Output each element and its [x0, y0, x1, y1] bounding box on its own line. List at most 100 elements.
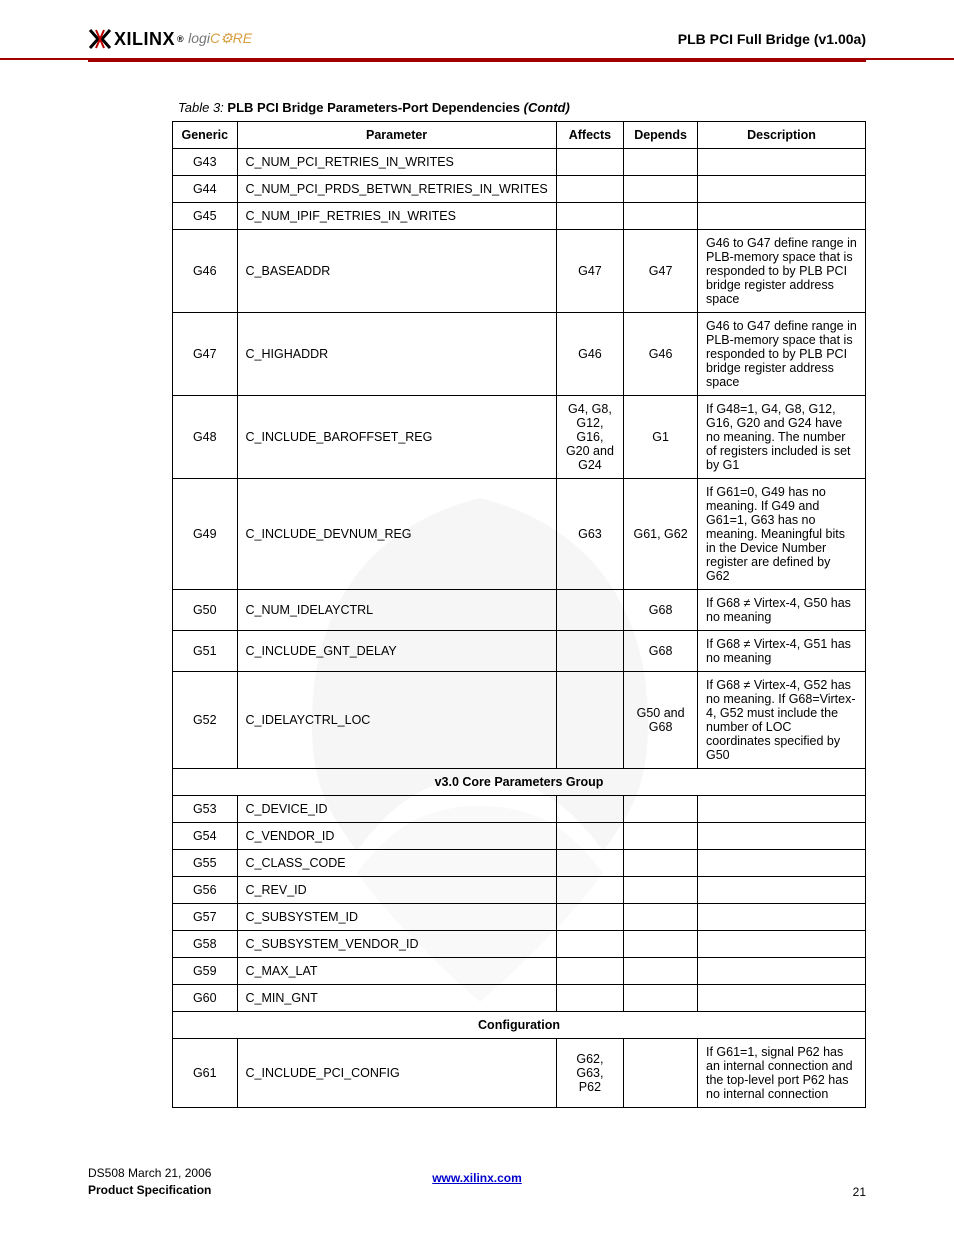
cell-affects — [556, 631, 624, 672]
cell-description — [698, 203, 866, 230]
table-row: G51C_INCLUDE_GNT_DELAYG68If G68 ≠ Virtex… — [173, 631, 866, 672]
col-affects: Affects — [556, 122, 624, 149]
cell-parameter: C_CLASS_CODE — [237, 850, 556, 877]
cell-affects: G63 — [556, 479, 624, 590]
logo-reg: ® — [177, 34, 184, 44]
xilinx-link[interactable]: www.xilinx.com — [432, 1171, 522, 1185]
footer-left: DS508 March 21, 2006 Product Specificati… — [88, 1165, 211, 1199]
cell-parameter: C_INCLUDE_DEVNUM_REG — [237, 479, 556, 590]
logo-subbrand: logiC⚙RE — [188, 30, 252, 48]
cell-generic: G49 — [173, 479, 238, 590]
col-depends: Depends — [624, 122, 698, 149]
cell-generic: G54 — [173, 823, 238, 850]
cell-parameter: C_REV_ID — [237, 877, 556, 904]
cell-description — [698, 985, 866, 1012]
table-row: Configuration — [173, 1012, 866, 1039]
cell-description: If G61=0, G49 has no meaning. If G49 and… — [698, 479, 866, 590]
cell-description — [698, 149, 866, 176]
cell-parameter: C_NUM_IPIF_RETRIES_IN_WRITES — [237, 203, 556, 230]
table-row: G54C_VENDOR_ID — [173, 823, 866, 850]
cell-generic: G55 — [173, 850, 238, 877]
cell-description — [698, 904, 866, 931]
col-generic: Generic — [173, 122, 238, 149]
cell-description — [698, 877, 866, 904]
cell-affects — [556, 850, 624, 877]
logo-logi: logi — [188, 30, 210, 46]
cell-description — [698, 823, 866, 850]
logo-text: XILINX — [114, 29, 175, 50]
cell-parameter: C_HIGHADDR — [237, 313, 556, 396]
cell-affects — [556, 796, 624, 823]
footer-center: www.xilinx.com — [432, 1171, 522, 1185]
cell-depends: G68 — [624, 631, 698, 672]
cell-depends — [624, 1039, 698, 1108]
cell-description — [698, 931, 866, 958]
table-row: v3.0 Core Parameters Group — [173, 769, 866, 796]
table-row: G59C_MAX_LAT — [173, 958, 866, 985]
cell-depends: G47 — [624, 230, 698, 313]
cell-generic: G48 — [173, 396, 238, 479]
table-row: G55C_CLASS_CODE — [173, 850, 866, 877]
cell-parameter: C_NUM_PCI_PRDS_BETWN_RETRIES_IN_WRITES — [237, 176, 556, 203]
caption-title: PLB PCI Bridge Parameters-Port Dependenc… — [227, 100, 520, 115]
cell-description: If G68 ≠ Virtex-4, G52 has no meaning. I… — [698, 672, 866, 769]
cell-affects — [556, 203, 624, 230]
cell-parameter: C_BASEADDR — [237, 230, 556, 313]
table-row: G60C_MIN_GNT — [173, 985, 866, 1012]
cell-depends — [624, 877, 698, 904]
cell-parameter: C_DEVICE_ID — [237, 796, 556, 823]
cell-affects: G47 — [556, 230, 624, 313]
table-row: G56C_REV_ID — [173, 877, 866, 904]
cell-affects — [556, 823, 624, 850]
cell-generic: G60 — [173, 985, 238, 1012]
cell-depends — [624, 203, 698, 230]
cell-parameter: C_SUBSYSTEM_VENDOR_ID — [237, 931, 556, 958]
page-content: Table 3: PLB PCI Bridge Parameters-Port … — [0, 62, 954, 1108]
page-number: 21 — [853, 1185, 866, 1199]
table-row: G46C_BASEADDRG47G47G46 to G47 define ran… — [173, 230, 866, 313]
logo-core: C⚙RE — [210, 30, 252, 46]
cell-parameter: C_INCLUDE_GNT_DELAY — [237, 631, 556, 672]
table-header: Generic Parameter Affects Depends Descri… — [173, 122, 866, 149]
table-row: G45C_NUM_IPIF_RETRIES_IN_WRITES — [173, 203, 866, 230]
cell-depends: G46 — [624, 313, 698, 396]
cell-depends — [624, 904, 698, 931]
cell-description: If G61=1, signal P62 has an internal con… — [698, 1039, 866, 1108]
page-footer: DS508 March 21, 2006 Product Specificati… — [88, 1165, 866, 1199]
cell-parameter: C_NUM_PCI_RETRIES_IN_WRITES — [237, 149, 556, 176]
cell-description: If G48=1, G4, G8, G12, G16, G20 and G24 … — [698, 396, 866, 479]
group-header-cell: Configuration — [173, 1012, 866, 1039]
table-row: G58C_SUBSYSTEM_VENDOR_ID — [173, 931, 866, 958]
cell-parameter: C_VENDOR_ID — [237, 823, 556, 850]
cell-affects — [556, 985, 624, 1012]
cell-depends — [624, 850, 698, 877]
cell-generic: G50 — [173, 590, 238, 631]
cell-affects — [556, 958, 624, 985]
cell-generic: G59 — [173, 958, 238, 985]
cell-depends — [624, 958, 698, 985]
cell-parameter: C_INCLUDE_BAROFFSET_REG — [237, 396, 556, 479]
caption-contd: (Contd) — [524, 100, 570, 115]
cell-parameter: C_MAX_LAT — [237, 958, 556, 985]
cell-generic: G47 — [173, 313, 238, 396]
cell-depends: G61, G62 — [624, 479, 698, 590]
cell-affects — [556, 904, 624, 931]
parameters-table: Generic Parameter Affects Depends Descri… — [172, 121, 866, 1108]
cell-generic: G44 — [173, 176, 238, 203]
group-header-cell: v3.0 Core Parameters Group — [173, 769, 866, 796]
cell-description: G46 to G47 define range in PLB-memory sp… — [698, 313, 866, 396]
cell-affects: G62, G63, P62 — [556, 1039, 624, 1108]
table-caption: Table 3: PLB PCI Bridge Parameters-Port … — [178, 100, 866, 115]
cell-parameter: C_SUBSYSTEM_ID — [237, 904, 556, 931]
cell-generic: G52 — [173, 672, 238, 769]
footer-doc-id: DS508 March 21, 2006 — [88, 1166, 211, 1180]
cell-generic: G43 — [173, 149, 238, 176]
caption-prefix: Table 3: — [178, 100, 224, 115]
cell-description — [698, 958, 866, 985]
cell-description — [698, 850, 866, 877]
logo-mark: XILINX® — [88, 28, 184, 50]
cell-generic: G46 — [173, 230, 238, 313]
cell-depends — [624, 985, 698, 1012]
cell-depends: G1 — [624, 396, 698, 479]
cell-depends — [624, 176, 698, 203]
